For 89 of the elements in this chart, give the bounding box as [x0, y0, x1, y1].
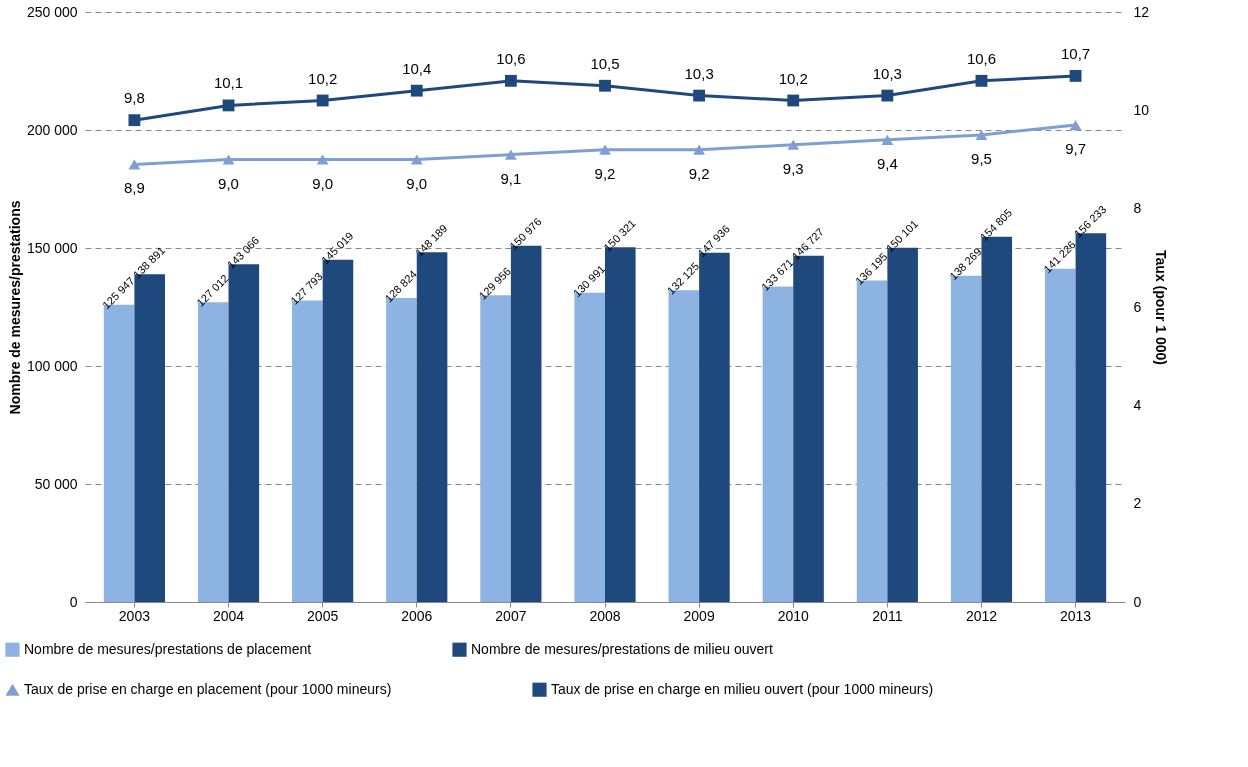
- point: [222, 154, 235, 165]
- data-label: 9,4: [876, 154, 898, 172]
- point: [881, 89, 894, 102]
- data-label: 10,5: [590, 54, 620, 72]
- data-label: 9,7: [1065, 140, 1087, 158]
- point: [410, 154, 423, 165]
- y-tick-label: 200 000: [26, 121, 78, 138]
- point: [316, 94, 329, 107]
- data-label: 8,9: [123, 179, 145, 197]
- point: [128, 159, 141, 170]
- data-label: 156 233: [1071, 203, 1109, 240]
- data-label: 10,2: [778, 69, 808, 87]
- data-label: 10,6: [966, 49, 997, 67]
- data-label: 9,2: [688, 164, 710, 182]
- data-label: 130 991: [570, 262, 608, 300]
- y2-tick-label: 2: [1133, 495, 1142, 512]
- x-tick-label: 2003: [118, 607, 151, 624]
- data-label: 10,4: [402, 59, 432, 77]
- point: [787, 139, 800, 150]
- y2-tick-label: 10: [1133, 101, 1150, 118]
- data-label: 9,1: [500, 169, 522, 187]
- data-label: 128 824: [382, 267, 419, 305]
- data-label: 9,0: [406, 174, 428, 192]
- legend-label: Nombre de mesures/prestations de placement: [24, 640, 312, 657]
- point: [881, 134, 894, 145]
- data-label: 138 269: [947, 245, 984, 283]
- x-tick-label: 2013: [1060, 607, 1092, 624]
- point: [975, 74, 988, 87]
- data-label: 9,8: [123, 89, 145, 107]
- y2-tick-label: 6: [1133, 298, 1142, 315]
- point: [1069, 70, 1082, 82]
- point: [599, 144, 611, 155]
- x-tick-label: 2011: [872, 607, 903, 624]
- data-label: 9,3: [782, 159, 804, 177]
- y-tick-label: 250 000: [26, 3, 78, 20]
- x-tick-label: 2008: [589, 607, 621, 624]
- x-tick-label: 2006: [401, 607, 433, 624]
- data-label: 127 012: [194, 272, 231, 309]
- y-axis-title: Nombre de mesures/prestations: [6, 200, 23, 415]
- data-label: 9,0: [218, 174, 239, 192]
- point: [316, 154, 329, 165]
- data-label: 9,0: [312, 174, 334, 192]
- point: [410, 84, 423, 97]
- data-label: 143 066: [224, 234, 262, 271]
- y2-axis-title: Taux (pour 1 000): [1153, 250, 1170, 365]
- legend-label: Taux de prise en charge en placement (pour 1000 mineurs): [24, 680, 392, 697]
- data-label: 150 321: [601, 217, 638, 254]
- data-label: 145 019: [318, 229, 356, 267]
- data-label: 147 936: [695, 222, 732, 260]
- data-label: 141 226: [1041, 238, 1078, 276]
- point: [599, 79, 611, 92]
- data-label: 129 956: [476, 265, 514, 302]
- data-label: 10,3: [872, 64, 902, 82]
- x-tick-label: 2010: [777, 607, 810, 624]
- legend-label: Nombre de mesures/prestations de milieu ouvert: [471, 640, 774, 657]
- data-label: 10,1: [213, 74, 244, 92]
- data-label: 150 976: [507, 215, 544, 253]
- legend-label: Taux de prise en charge en milieu ouvert (pour 1000 mineurs): [551, 680, 934, 697]
- point: [975, 129, 988, 141]
- data-label: 10,6: [496, 49, 526, 67]
- data-label: 148 189: [412, 222, 450, 259]
- point: [1069, 119, 1082, 131]
- y-tick-label: 0: [69, 593, 78, 610]
- data-label: 10,2: [308, 69, 338, 87]
- x-tick-label: 2005: [307, 607, 339, 624]
- y-tick-label: 150 000: [26, 239, 78, 256]
- y2-tick-label: 0: [1133, 593, 1142, 610]
- x-tick-label: 2009: [683, 607, 715, 624]
- data-label: 132 125: [664, 259, 702, 297]
- y2-tick-label: 4: [1133, 396, 1142, 413]
- data-label: 154 805: [977, 206, 1015, 244]
- data-label: 10,3: [684, 64, 714, 82]
- y2-tick-label: 12: [1133, 3, 1150, 20]
- y-tick-label: 50 000: [34, 475, 78, 492]
- x-tick-label: 2012: [965, 607, 998, 624]
- data-label: 10,7: [1060, 44, 1091, 62]
- point: [504, 74, 517, 87]
- y-tick-label: 100 000: [26, 357, 78, 374]
- data-label: 9,5: [971, 149, 992, 167]
- point: [128, 114, 141, 127]
- y2-tick-label: 8: [1133, 200, 1142, 217]
- data-label: 9,2: [594, 164, 616, 182]
- x-tick-label: 2004: [212, 607, 245, 624]
- x-tick-label: 2007: [495, 607, 527, 624]
- point: [787, 94, 800, 107]
- data-label: 127 793: [288, 270, 325, 307]
- point: [693, 89, 706, 102]
- point: [504, 149, 517, 160]
- point: [693, 144, 706, 155]
